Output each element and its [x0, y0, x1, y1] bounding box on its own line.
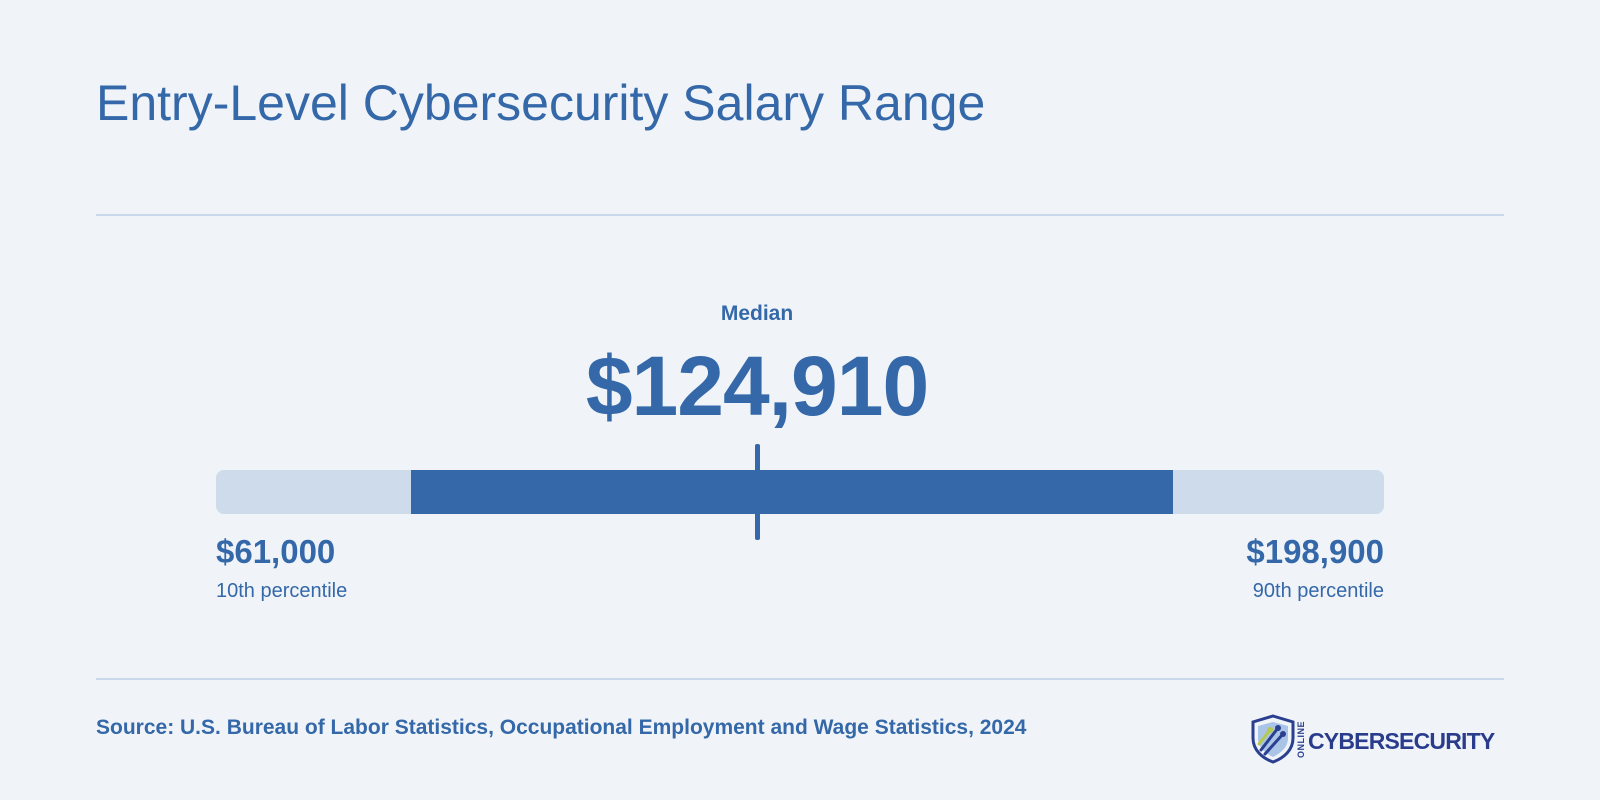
bottom-divider	[96, 678, 1504, 680]
high-value: $198,900	[1246, 533, 1384, 570]
median-label: Median	[720, 302, 794, 325]
source-note: Source: U.S. Bureau of Labor Statistics,…	[96, 716, 1027, 739]
salary-range-fill	[410, 470, 1174, 514]
logo-online-text: ONLINE	[1296, 720, 1306, 758]
chart-title: Entry-Level Cybersecurity Salary Range	[96, 75, 986, 131]
shield-circuit-icon	[1251, 714, 1295, 764]
low-value: $61,000	[216, 533, 336, 570]
high-percentile-label: 90th percentile	[1252, 580, 1384, 602]
top-divider	[96, 214, 1504, 216]
median-marker	[755, 444, 761, 540]
low-percentile-label: 10th percentile	[216, 580, 348, 602]
brand-logo: ONLINE CYBERSECURITY	[1250, 714, 1502, 764]
logo-wordmark: CYBERSECURITY	[1308, 728, 1495, 754]
salary-range-track	[216, 470, 1384, 514]
median-value: $124,910	[585, 339, 929, 433]
